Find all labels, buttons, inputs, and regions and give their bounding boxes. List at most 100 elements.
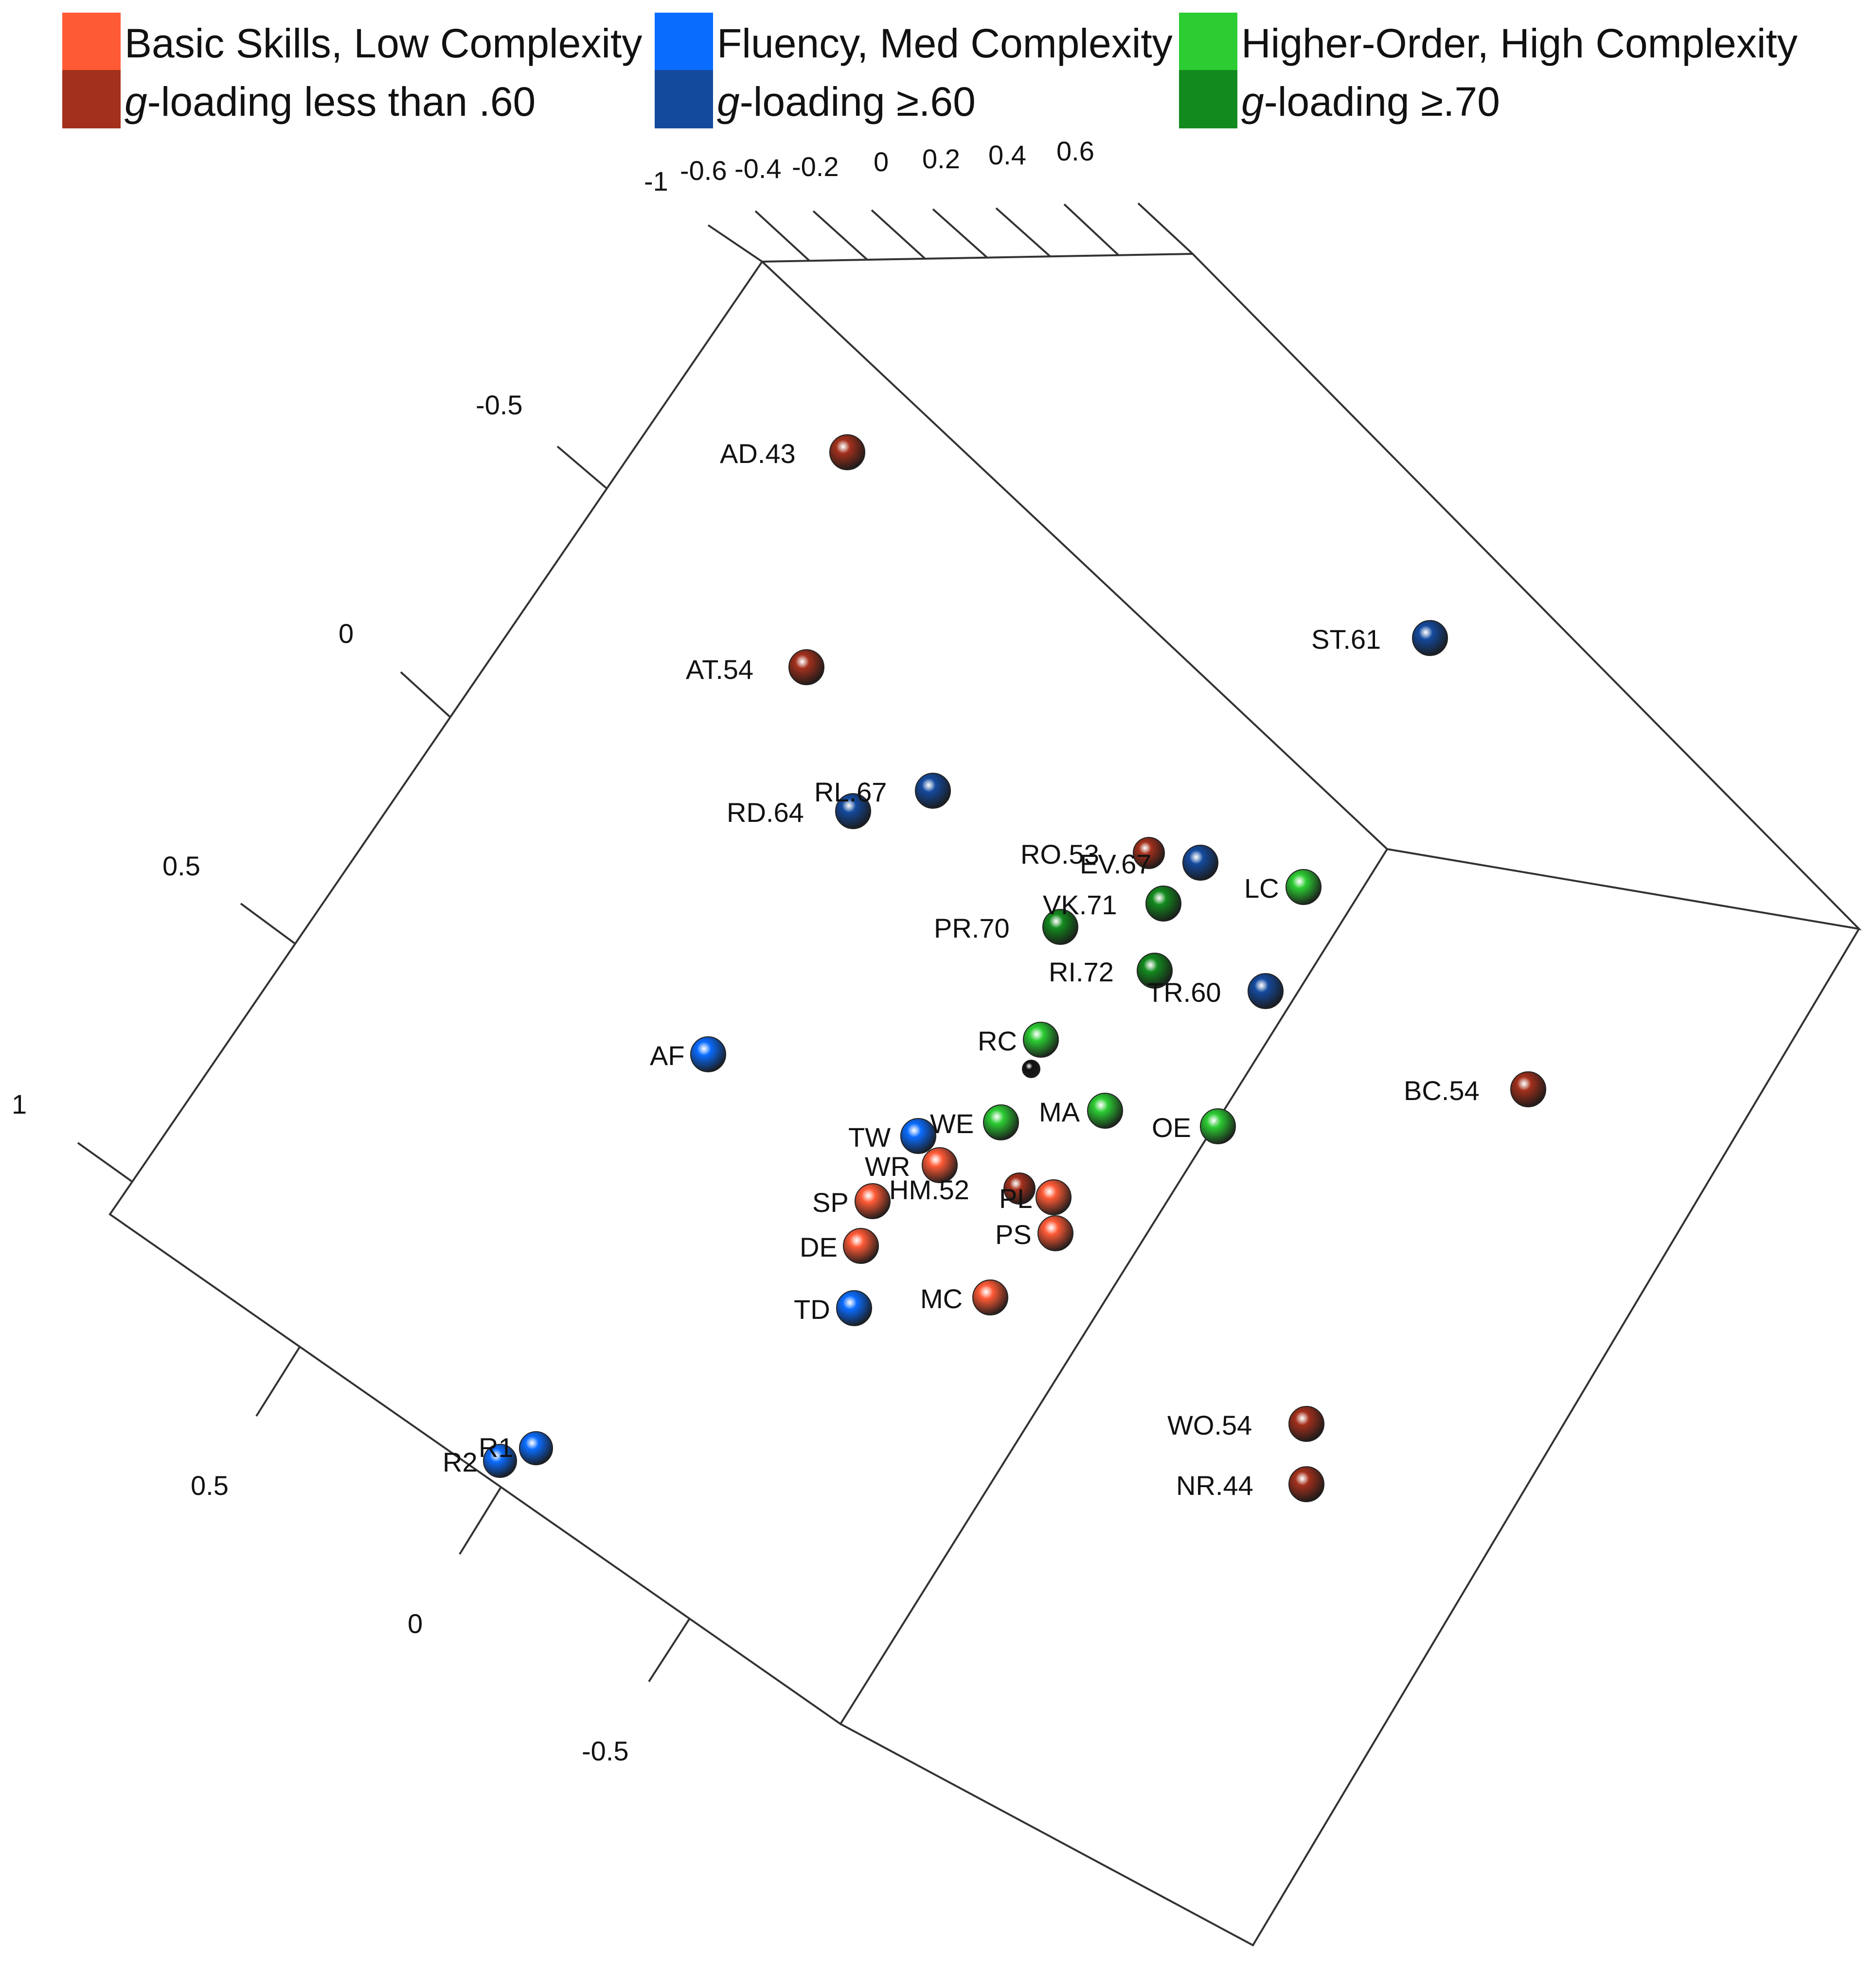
point-oe[interactable] [1200,1108,1236,1144]
point-label-sp: SP [812,1187,849,1218]
tick-bottom-2 [459,1486,502,1555]
tick-label-bottom-3: -0.5 [582,1736,629,1766]
tick-top-6 [995,207,1052,258]
point-label-oe: OE [1152,1112,1191,1143]
point-sp[interactable] [855,1183,891,1219]
point-ma[interactable] [1087,1093,1123,1129]
legend-item-gload-60[interactable]: g-loading ≥.60 [655,70,976,128]
point-center[interactable] [1022,1060,1040,1078]
point-label-r2: R2 [443,1447,478,1477]
axis-left-ticks [77,445,607,1183]
legend-italic-g-3: g [1241,79,1264,124]
point-label-pl: PL [999,1183,1033,1214]
tick-top-8 [1137,202,1194,255]
box-right-face [840,928,1860,1947]
point-label-af: AF [650,1040,685,1071]
point-label-ps: PS [995,1219,1032,1250]
point-bc-54[interactable] [1510,1071,1546,1107]
point-label-wr: WR [865,1151,910,1182]
point-label-tr-60: TR.60 [1147,977,1221,1008]
point-st-61[interactable] [1412,620,1448,656]
legend-label-higher: Higher-Order, High Complexity [1241,20,1798,66]
tick-top-4 [871,209,926,260]
point-label-ri-72: RI.72 [1049,957,1114,987]
point-ri-72[interactable] [1137,953,1173,989]
tick-label-top-7: 0.4 [988,140,1026,170]
point-label-tw: TW [848,1122,891,1153]
legend-italic-g-1: g [125,79,147,124]
legend-label-gload-60: g-loading ≥.60 [717,79,976,124]
point-label-st-61: ST.61 [1311,624,1381,655]
axis-bottom-labels: 0.5 0 -0.5 [191,1470,629,1766]
legend-item-basic-skills[interactable]: Basic Skills, Low Complexity [62,13,642,70]
tick-left-2 [400,671,451,718]
point-rc[interactable] [1023,1022,1059,1058]
point-af[interactable] [690,1036,726,1072]
legend-item-gload-low[interactable]: g-loading less than .60 [62,70,536,128]
point-label-td: TD [794,1294,830,1325]
tick-label-left-3: 0.5 [162,851,200,881]
box-top-face [762,252,1862,931]
legend-text-gload-60: -loading ≥.60 [740,79,976,124]
point-label-rd-64: RD.64 [727,797,804,828]
legend-italic-g-2: g [717,79,740,124]
tick-left-3 [240,903,296,944]
point-pr-70[interactable] [1042,909,1078,945]
point-tr-60[interactable] [1248,973,1284,1009]
axis-bottom-ticks [255,1346,691,1683]
tick-label-left-4: 1 [12,1089,27,1119]
data-points [483,434,1546,1502]
point-ps[interactable] [1037,1215,1073,1251]
point-rd-64[interactable] [835,793,871,829]
point-wo-54[interactable] [1288,1406,1324,1442]
tick-left-4 [77,1142,133,1183]
point-nr-44[interactable] [1288,1466,1324,1502]
point-wr[interactable] [922,1147,958,1183]
legend-label-basic: Basic Skills, Low Complexity [125,20,642,66]
tick-label-top-2: -0.6 [680,155,727,186]
point-rl-67[interactable] [915,773,951,809]
point-td[interactable] [836,1290,872,1326]
point-label-vk-71: VK.71 [1043,889,1117,920]
point-label-de: DE [800,1232,838,1262]
bounding-box [108,252,1862,1947]
point-de[interactable] [843,1228,879,1264]
point-label-rl-67: RL.67 [814,777,887,807]
legend-swatch-higher-dark [1179,70,1237,128]
point-mc[interactable] [972,1279,1008,1315]
point-ev-67[interactable] [1182,845,1218,881]
legend-item-fluency[interactable]: Fluency, Med Complexity [655,13,1173,70]
tick-label-top-5: 0 [874,146,889,177]
tick-top-2 [754,210,810,262]
point-vk-71[interactable] [1145,886,1181,922]
point-tw[interactable] [900,1118,936,1154]
tick-label-left-1: -0.5 [476,390,523,420]
axis-top-ticks [707,202,1194,263]
tick-top-5 [932,208,988,259]
legend-swatch-basic-dark [62,70,121,128]
tick-label-bottom-1: 0.5 [191,1470,229,1501]
point-at-54[interactable] [788,649,824,685]
point-label-rc: RC [978,1026,1017,1056]
tick-top-3 [812,210,868,261]
point-label-we: WE [930,1108,974,1139]
point-we[interactable] [983,1104,1019,1140]
point-label-hm-52: HM.52 [889,1174,969,1205]
axis-top-labels: -1 -0.6 -0.4 -0.2 0 0.2 0.4 0.6 [644,136,1094,196]
point-hm-52[interactable] [1003,1172,1036,1205]
tick-label-left-2: 0 [339,618,354,649]
point-pl[interactable] [1036,1179,1072,1215]
point-ad-43[interactable] [829,434,865,470]
point-r2[interactable] [483,1444,517,1478]
point-lc[interactable] [1286,869,1322,905]
point-ro-53[interactable] [1133,837,1165,869]
point-r1[interactable] [519,1431,553,1465]
point-label-ma: MA [1039,1097,1080,1127]
point-label-wo-54: WO.54 [1167,1410,1252,1440]
legend-item-higher-order[interactable]: Higher-Order, High Complexity [1179,13,1798,70]
legend-item-gload-70[interactable]: g-loading ≥.70 [1179,70,1500,128]
legend-text-gload-low: -loading less than .60 [147,79,536,124]
point-label-mc: MC [920,1283,963,1314]
